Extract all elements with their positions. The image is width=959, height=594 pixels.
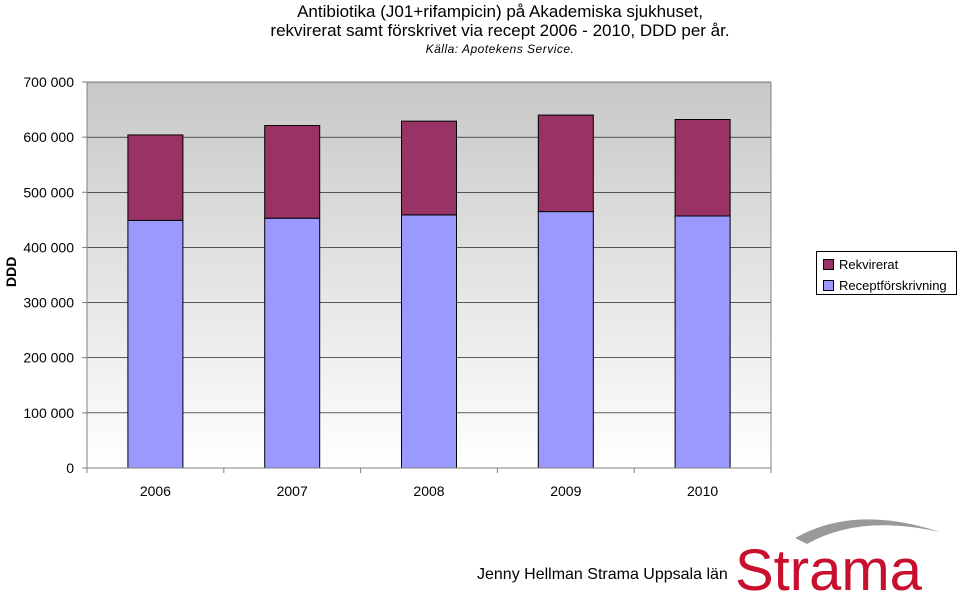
legend-label-rekvirerat: Rekvirerat: [839, 257, 899, 272]
y-tick-label: 200 000: [23, 350, 74, 366]
y-tick-label: 100 000: [23, 405, 74, 421]
chart-source: Källa: Apotekens Service.: [425, 42, 575, 56]
bar-rekvirerat-2007: [264, 125, 321, 219]
y-tick-label: 700 000: [23, 74, 74, 90]
logo-text: Strama: [735, 538, 923, 594]
chart-title-line1: Antibiotika (J01+rifampicin) på Akademis…: [297, 2, 703, 21]
y-tick-label: 0: [66, 460, 74, 476]
x-tick-label: 2008: [413, 483, 444, 499]
bar-receptforskrivning-2007: [264, 217, 321, 469]
bar-rekvirerat-2008: [401, 120, 457, 216]
bar-rekvirerat-2010: [674, 118, 731, 217]
legend-label-receptforskrivning: Receptförskrivning: [839, 278, 947, 293]
legend-item-receptforskrivning: Receptförskrivning: [823, 278, 947, 293]
y-tick-label: 500 000: [23, 184, 74, 200]
chart-title-line2: rekvirerat samt förskrivet via recept 20…: [270, 21, 730, 40]
y-tick-label: 400 000: [23, 239, 74, 255]
y-axis-label: DDD: [3, 256, 19, 287]
bar-receptforskrivning-2009: [537, 211, 594, 469]
bar-rekvirerat-2006: [127, 134, 184, 221]
y-tick-label: 600 000: [23, 129, 74, 145]
x-tick-label: 2010: [687, 483, 718, 499]
x-tick-label: 2009: [550, 483, 581, 499]
legend-swatch-rekvirerat: [823, 259, 834, 271]
chart-title: Antibiotika (J01+rifampicin) på Akademis…: [190, 2, 810, 40]
bar-receptforskrivning-2010: [674, 215, 731, 469]
bar-rekvirerat-2009: [537, 114, 594, 213]
footer-author: Jenny Hellman Strama Uppsala län: [477, 566, 728, 583]
x-tick-label: 2007: [277, 483, 308, 499]
bar-receptforskrivning-2006: [127, 219, 184, 469]
strama-logo: Strama: [735, 519, 940, 594]
bar-receptforskrivning-2008: [401, 214, 457, 469]
legend: Rekvirerat Receptförskrivning: [816, 251, 957, 295]
logo-swoosh: [795, 519, 940, 544]
legend-item-rekvirerat: Rekvirerat: [823, 257, 898, 272]
x-tick-label: 2006: [140, 483, 171, 499]
y-tick-label: 300 000: [23, 295, 74, 311]
legend-swatch-receptforskrivning: [823, 280, 834, 292]
